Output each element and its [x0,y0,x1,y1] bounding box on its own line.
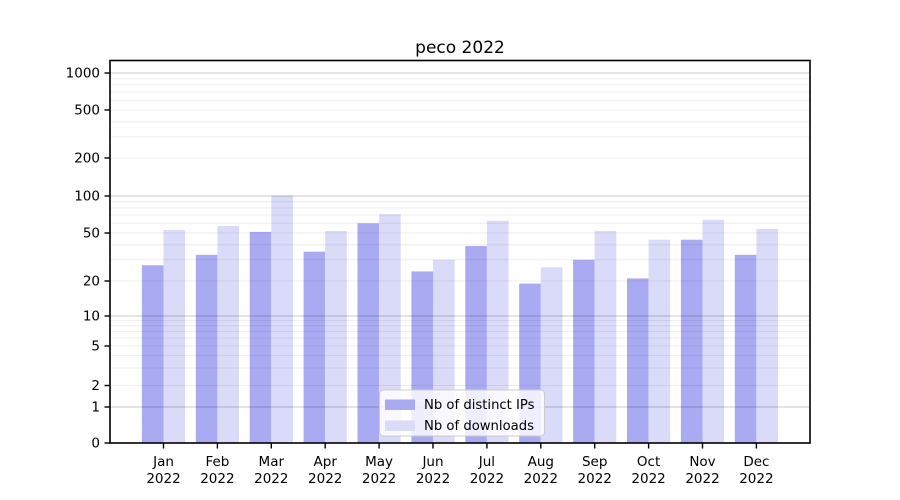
y-tick-label: 200 [74,151,100,167]
x-tick-label: Jan 2022 [146,454,180,487]
x-tick-label: Feb 2022 [200,454,234,487]
axis-ticks-layer: 0 1 2 5 10 20 50 100 200 500 1000 Jan 2022 Feb 2022 Mar… [66,66,774,488]
bar-nb-of-downloads-mar-2022 [271,195,293,443]
bar-nb-of-distinct-ips-mar-2022 [249,231,272,443]
y-tick-label: 10 [83,309,100,325]
bar-nb-of-downloads-apr-2022 [325,230,347,443]
x-tick-label: May 2022 [362,454,396,487]
y-tick-label: 500 [74,103,100,119]
plot-border [109,59,811,444]
x-tick-label: Oct 2022 [631,454,665,487]
x-tick-label: Jun 2022 [416,454,450,487]
bar-nb-of-downloads-jul-2022 [486,220,509,443]
bar-nb-of-distinct-ips-sep-2022 [573,259,595,443]
bar-nb-of-downloads-jan-2022 [163,229,186,443]
bar-nb-of-downloads-aug-2022 [540,267,563,443]
legend: Nb of distinct IPs Nb of downloads [379,389,545,437]
y-tick-label: 2 [91,378,100,394]
y-tick-label: 1 [91,400,100,416]
x-tick-label: Nov 2022 [685,454,719,487]
bar-nb-of-downloads-may-2022 [379,214,401,443]
y-tick-label: 5 [91,339,100,355]
bar-nb-of-distinct-ips-jan-2022 [141,265,164,443]
legend-label-downloads: Nb of downloads [424,419,534,434]
bar-nb-of-distinct-ips-apr-2022 [303,251,326,443]
legend-swatch-distinct-ips [385,399,415,410]
bar-nb-of-downloads-oct-2022 [648,239,671,443]
legend-swatch-downloads [385,420,415,431]
y-tick-label: 1000 [66,66,100,82]
x-tick-label: Dec 2022 [739,454,773,487]
y-tick-label: 20 [83,274,100,290]
bar-nb-of-downloads-dec-2022 [756,228,778,443]
bar-nb-of-downloads-nov-2022 [702,219,725,443]
legend-label-distinct-ips: Nb of distinct IPs [424,398,535,413]
x-tick-label: Sep 2022 [578,454,612,487]
bar-nb-of-distinct-ips-dec-2022 [734,254,757,443]
x-tick-label: Aug 2022 [524,454,558,487]
x-tick-label: Apr 2022 [308,454,342,487]
bar-nb-of-downloads-sep-2022 [594,230,617,443]
bar-nb-of-distinct-ips-oct-2022 [627,278,649,443]
gridlines-layer [111,72,809,408]
bar-nb-of-distinct-ips-nov-2022 [680,239,703,443]
legend-frame [379,389,545,437]
y-tick-label: 0 [91,436,100,452]
x-tick-label: Jul 2022 [470,454,504,487]
y-tick-label: 50 [83,226,100,242]
x-tick-label: Mar 2022 [254,454,288,487]
bar-nb-of-downloads-feb-2022 [217,226,239,443]
bar-nb-of-distinct-ips-may-2022 [357,223,380,443]
bar-nb-of-distinct-ips-feb-2022 [195,254,218,443]
chart-title: peco 2022 [415,38,505,58]
y-tick-label: 100 [74,189,100,205]
